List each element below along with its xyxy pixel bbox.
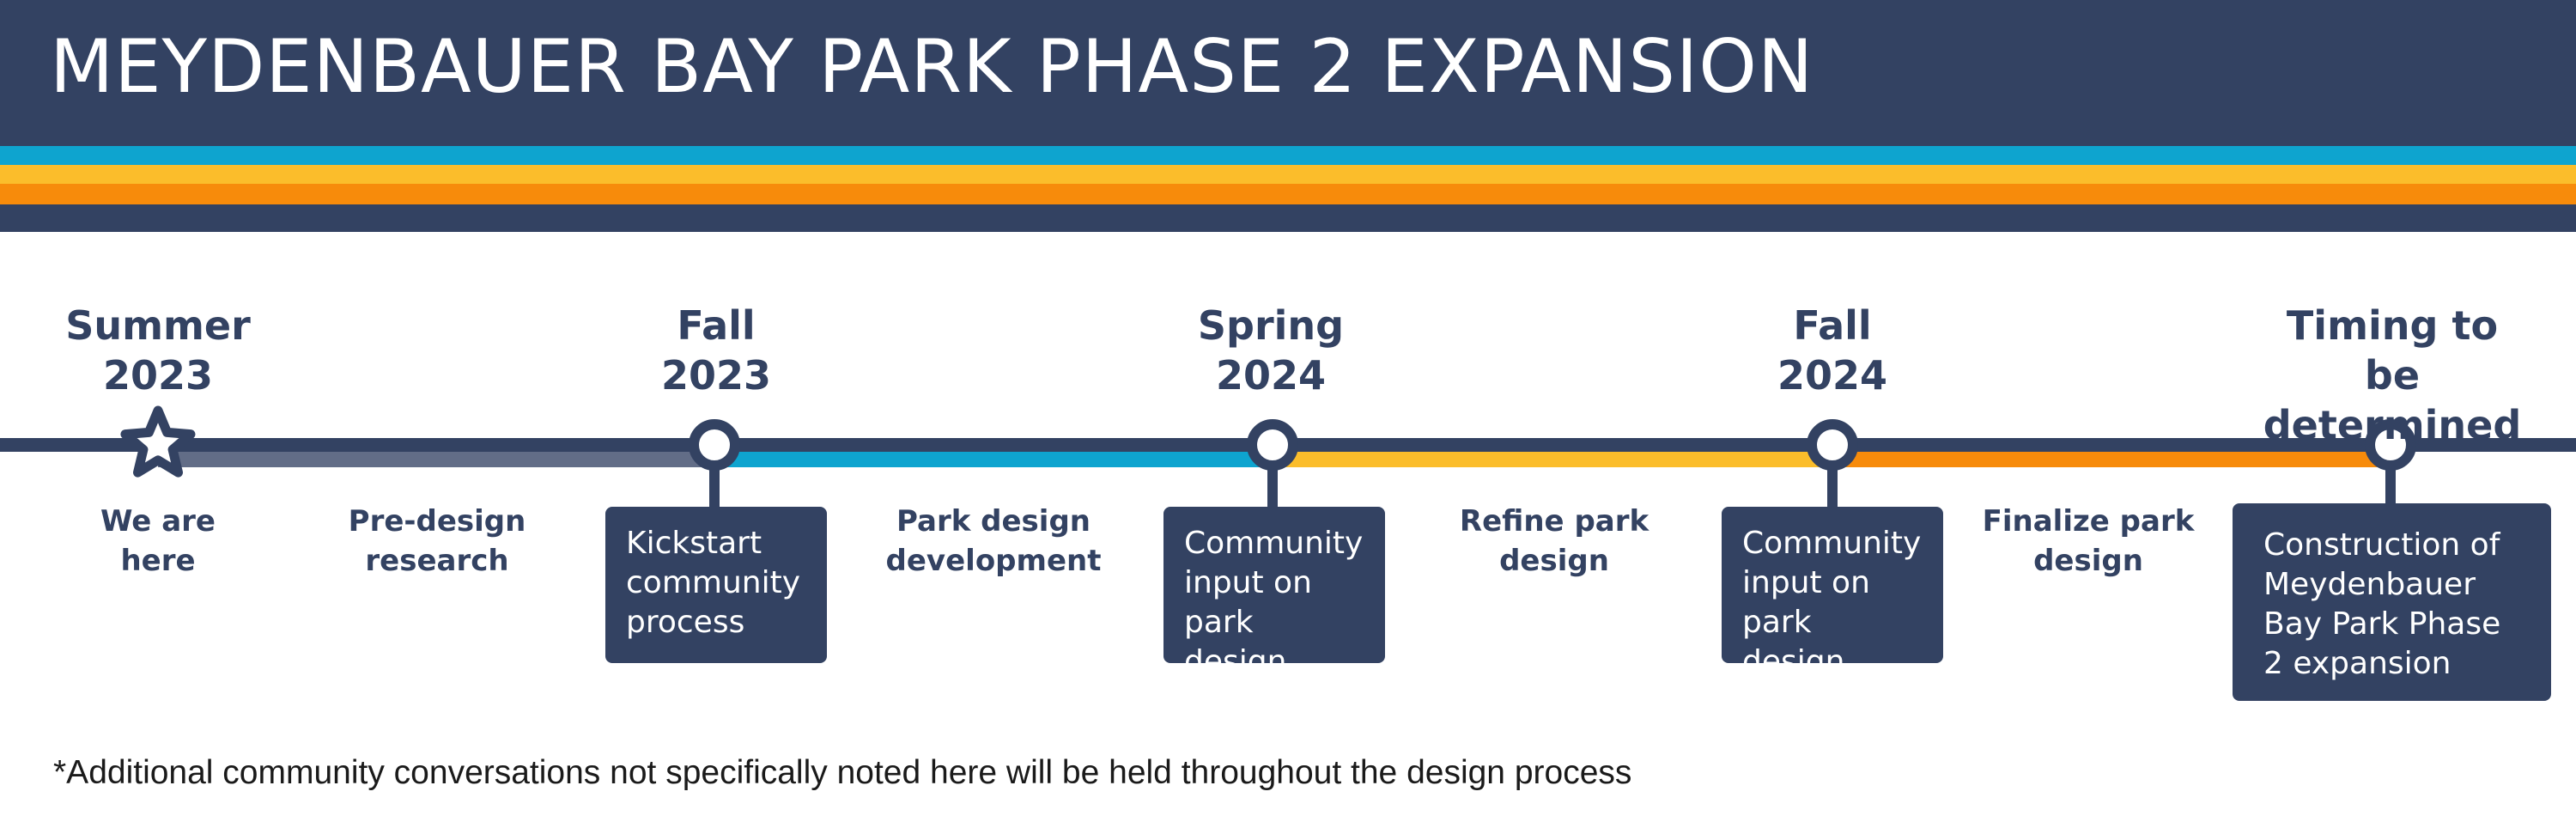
stripe-cyan — [0, 146, 2576, 165]
event-box-community-input-spring: Community input on park design — [1163, 507, 1385, 679]
stage-label-spring-2024: Spring 2024 — [1197, 302, 1345, 399]
milestone-circle-spring-2024 — [1247, 419, 1298, 471]
stage-label-fall-2024: Fall 2024 — [1777, 302, 1888, 399]
event-box-kickstart: Kickstart community process — [605, 507, 827, 663]
event-box-construction: Construction of Meydenbauer Bay Park Pha… — [2233, 503, 2551, 701]
timeline-segment-design-development — [714, 452, 1273, 467]
timeline-graphic — [0, 405, 2576, 507]
stripe-yellow — [0, 165, 2576, 184]
footnote: *Additional community conversations not … — [53, 754, 1632, 791]
phase-label-pre-design-research: Pre-design research — [348, 504, 526, 578]
stage-label-fall-2023: Fall 2023 — [660, 302, 772, 399]
event-box-community-input-fall: Community input on park design — [1722, 507, 1943, 679]
milestone-circle-fall-2024 — [1807, 419, 1858, 471]
stage-label-tbd: Timing to be determined — [2263, 302, 2522, 448]
phase-label-finalize-park-design: Finalize park design — [1982, 504, 2195, 578]
stage-label-summer-2023: Summer 2023 — [65, 302, 251, 399]
phase-label-park-design-development: Park design development — [885, 504, 1102, 578]
phase-label-we-are-here: We are here — [100, 504, 216, 578]
stripe-navy — [0, 204, 2576, 232]
timeline-segment-refine-design — [1273, 452, 1832, 467]
milestone-circle-tbd — [2365, 419, 2416, 471]
stripe-orange — [0, 184, 2576, 204]
timeline-segment-pre-design — [158, 452, 714, 467]
timeline-segment-finalize-design — [1832, 452, 2391, 467]
star-icon — [120, 405, 196, 478]
phase-label-refine-park-design: Refine park design — [1459, 504, 1649, 578]
milestone-circle-fall-2023 — [689, 419, 740, 471]
page-title: MEYDENBAUER BAY PARK PHASE 2 EXPANSION — [50, 24, 1814, 110]
header-banner: MEYDENBAUER BAY PARK PHASE 2 EXPANSION — [0, 0, 2576, 146]
